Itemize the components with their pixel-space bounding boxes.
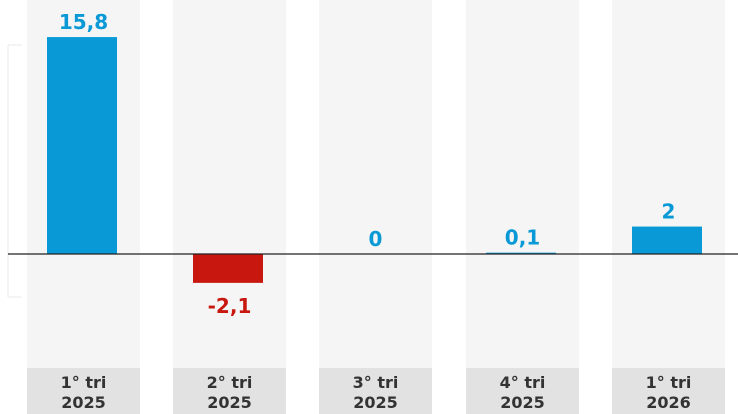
column-background bbox=[466, 0, 579, 368]
category-label-background bbox=[466, 368, 579, 414]
bars bbox=[47, 37, 702, 283]
bar bbox=[47, 37, 117, 255]
data-label: -2,1 bbox=[208, 294, 252, 318]
category-label-background bbox=[319, 368, 432, 414]
x-tick-label: 1° tri 2025 bbox=[61, 373, 107, 412]
data-label: 2 bbox=[662, 200, 676, 224]
bar bbox=[486, 252, 556, 255]
category-label-background bbox=[27, 368, 140, 414]
column-background bbox=[319, 0, 432, 368]
x-tick-label: 2° tri 2025 bbox=[207, 373, 253, 412]
category-label-background bbox=[173, 368, 286, 414]
x-tick-label: 1° tri 2026 bbox=[646, 373, 692, 412]
bar bbox=[193, 254, 263, 283]
value-labels: 15,8 -2,1 0 0,1 2 bbox=[59, 10, 676, 318]
category-label-background bbox=[612, 368, 725, 414]
data-label: 0 bbox=[369, 227, 383, 251]
data-label: 15,8 bbox=[59, 10, 108, 34]
bar bbox=[632, 226, 702, 255]
data-label: 0,1 bbox=[505, 226, 540, 250]
x-tick-label: 4° tri 2025 bbox=[500, 373, 546, 412]
column-background bbox=[173, 0, 286, 368]
x-tick-label: 3° tri 2025 bbox=[353, 373, 399, 412]
column-backgrounds bbox=[27, 0, 725, 368]
category-label-backgrounds bbox=[27, 368, 725, 414]
column-background bbox=[612, 0, 725, 368]
category-labels: 1° tri 2025 2° tri 2025 3° tri 2025 4° tri 2025… bbox=[61, 373, 692, 412]
